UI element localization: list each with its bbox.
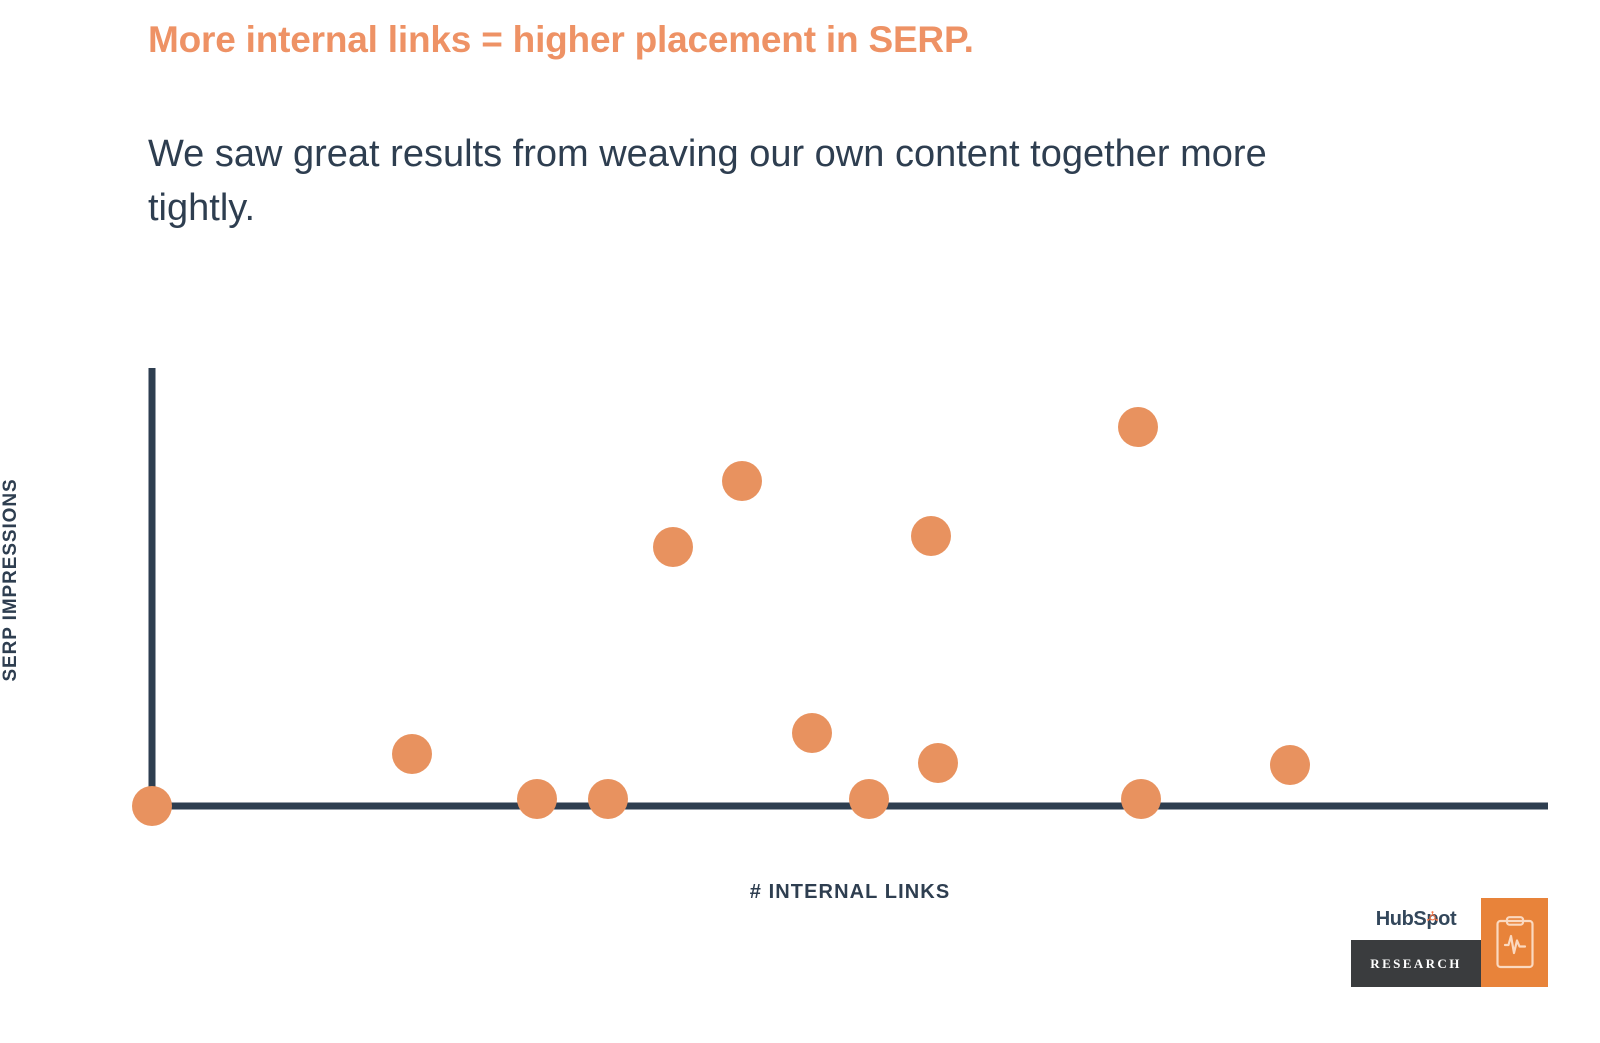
page-title: More internal links = higher placement i…: [148, 19, 974, 60]
scatter-point: [588, 779, 628, 819]
hubspot-sprocket-icon: [1427, 910, 1439, 921]
logo-badge: [1481, 898, 1548, 987]
logo-wordmark-container: HubSpot: [1351, 898, 1481, 940]
scatter-point: [517, 779, 557, 819]
logo-research-bar: RESEARCH: [1351, 940, 1481, 987]
scatter-point: [1270, 745, 1310, 785]
scatter-point: [653, 527, 693, 567]
clipboard-pulse-icon: [1495, 915, 1534, 968]
scatter-point: [132, 786, 172, 826]
logo-wordmark-text: HubSpot: [1376, 908, 1457, 931]
logo-wordmark-label: HubSpot: [1375, 907, 1457, 930]
scatter-point: [849, 779, 889, 819]
scatter-point: [918, 743, 958, 783]
page-subtitle: We saw great results from weaving our ow…: [148, 133, 1267, 229]
scatter-points: [132, 407, 1310, 826]
scatter-point: [722, 461, 762, 501]
x-axis-title: # INTERNAL LINKS: [749, 881, 951, 903]
y-axis-title: SERP IMPRESSIONS: [0, 478, 21, 682]
scatter-point: [392, 734, 432, 774]
scatter-point: [1118, 407, 1158, 447]
scatter-point: [792, 713, 832, 753]
chart-axes: [148, 368, 1548, 810]
hubspot-research-logo: HubSpot RESEARCH: [1351, 898, 1548, 987]
scatter-point: [911, 516, 951, 556]
scatter-point: [1121, 779, 1161, 819]
logo-research-label: RESEARCH: [1370, 955, 1462, 971]
